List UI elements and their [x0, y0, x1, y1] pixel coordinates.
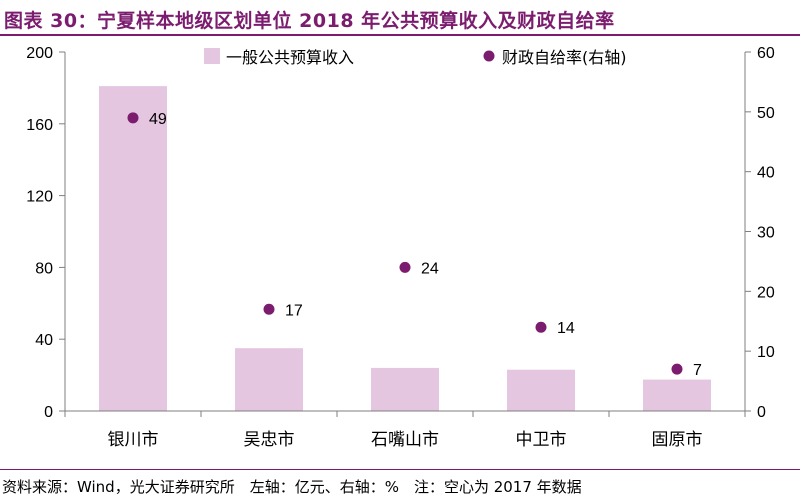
right-tick-label: 10: [757, 344, 775, 361]
data-label: 24: [421, 260, 439, 277]
title-divider: [0, 34, 800, 36]
chart: 0 40 80 120 160 200 0 10 20 30 40 50 60 49 17 24 14 7 银…: [26, 45, 775, 450]
chart-title: 图表 30：宁夏样本地级区划单位 2018 年公共预算收入及财政自给率: [4, 10, 615, 32]
dot-series: 49 17 24 14 7: [127, 111, 702, 379]
source-note: 资料来源：Wind，光大证券研究所 左轴：亿元、右轴：% 注：空心为 2017 …: [2, 478, 582, 496]
left-tick-label: 40: [35, 332, 53, 349]
right-tick-label: 0: [757, 404, 766, 421]
left-tick-label: 80: [35, 260, 53, 277]
category-label: 固原市: [652, 430, 703, 450]
right-tick-label: 40: [757, 165, 775, 182]
right-tick-label: 50: [757, 105, 775, 122]
legend-bar-swatch: [204, 48, 220, 64]
data-point: [263, 303, 275, 315]
data-label: 7: [693, 362, 702, 379]
legend: 一般公共预算收入 财政自给率(右轴): [204, 48, 627, 67]
left-tick-label: 0: [44, 404, 53, 421]
bar: [371, 367, 439, 411]
right-tick-label: 20: [757, 284, 775, 301]
legend-label-dot: 财政自给率(右轴): [502, 48, 627, 67]
right-tick-label: 30: [757, 225, 775, 242]
category-label: 中卫市: [516, 430, 567, 450]
left-axis: 0 40 80 120 160 200: [26, 45, 66, 421]
x-axis: 银川市 吴忠市 石嘴山市 中卫市 固原市: [64, 410, 746, 450]
data-point: [127, 112, 139, 124]
category-label: 银川市: [108, 430, 159, 450]
right-axis: 0 10 20 30 40 50 60: [744, 45, 775, 421]
legend-label-bar: 一般公共预算收入: [226, 48, 354, 67]
category-label: 石嘴山市: [371, 430, 439, 450]
bar: [235, 348, 303, 411]
data-point: [399, 261, 411, 273]
right-tick-label: 60: [757, 45, 775, 62]
source-divider: [0, 469, 800, 470]
legend-dot-swatch: [483, 50, 495, 62]
data-label: 17: [285, 302, 303, 319]
category-label: 吴忠市: [244, 430, 295, 450]
left-tick-label: 200: [26, 45, 53, 62]
data-point: [671, 363, 683, 375]
bar: [99, 86, 167, 411]
bar: [643, 379, 711, 411]
data-label: 49: [149, 111, 167, 128]
bar-series: [99, 86, 711, 411]
left-tick-label: 160: [26, 117, 53, 134]
left-tick-label: 120: [26, 189, 53, 206]
bar: [507, 369, 575, 411]
data-point: [535, 321, 547, 333]
data-label: 14: [557, 320, 575, 337]
